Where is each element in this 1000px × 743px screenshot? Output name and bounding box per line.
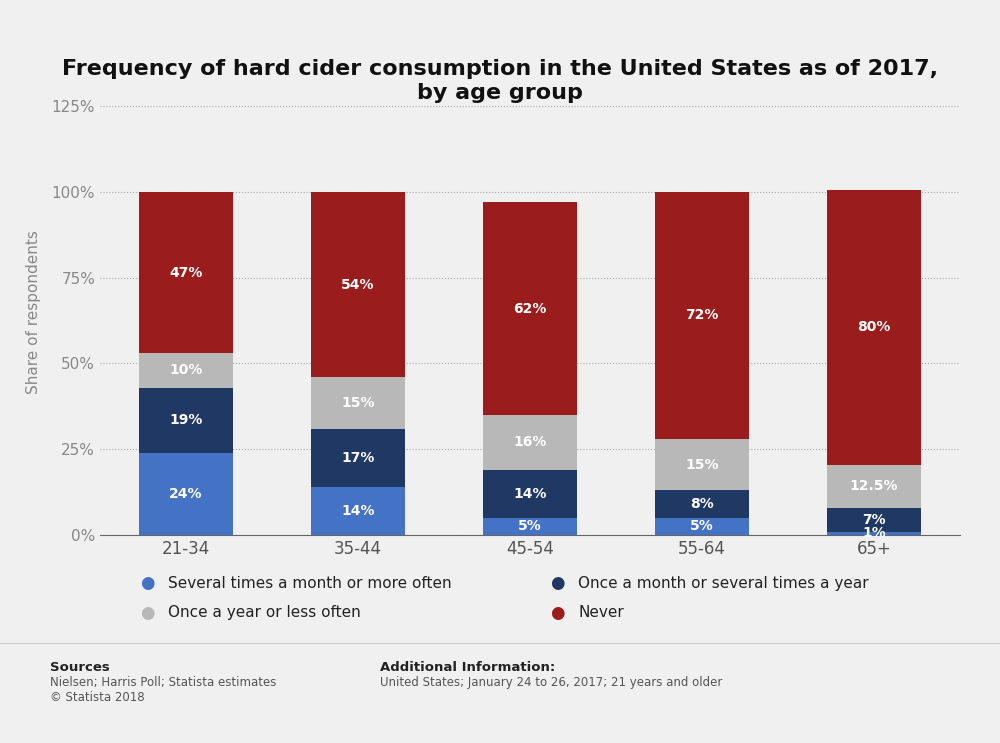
Text: Never: Never (578, 606, 624, 620)
Bar (139, 452, 233, 535)
Bar (311, 429, 405, 487)
Text: 14%: 14% (513, 487, 547, 501)
Bar (655, 192, 749, 439)
Text: 15%: 15% (685, 458, 719, 472)
Text: Sources: Sources (50, 661, 110, 674)
Bar (311, 192, 405, 377)
Bar (483, 415, 577, 470)
Text: ●: ● (550, 604, 564, 622)
Bar (827, 464, 921, 507)
Bar (827, 507, 921, 531)
Bar (483, 202, 577, 415)
Text: 15%: 15% (341, 396, 375, 410)
Text: 7%: 7% (862, 513, 886, 527)
Bar (139, 192, 233, 353)
Text: 80%: 80% (857, 320, 891, 334)
Text: Frequency of hard cider consumption in the United States as of 2017,
by age grou: Frequency of hard cider consumption in t… (62, 59, 938, 103)
Text: 54%: 54% (341, 278, 375, 291)
Text: 47%: 47% (169, 266, 203, 279)
Text: 12.5%: 12.5% (850, 479, 898, 493)
Text: ●: ● (550, 574, 564, 592)
Text: 62%: 62% (513, 302, 547, 316)
Text: © Statista 2018: © Statista 2018 (50, 691, 145, 704)
Bar (311, 377, 405, 429)
Text: 17%: 17% (341, 451, 375, 465)
Text: Once a year or less often: Once a year or less often (168, 606, 361, 620)
Text: 8%: 8% (690, 497, 714, 511)
Text: 24%: 24% (169, 487, 203, 501)
Bar (655, 490, 749, 518)
Bar (139, 388, 233, 452)
Text: Several times a month or more often: Several times a month or more often (168, 576, 452, 591)
Bar (827, 190, 921, 464)
Text: 16%: 16% (513, 435, 547, 450)
Text: 10%: 10% (169, 363, 203, 377)
Text: United States; January 24 to 26, 2017; 21 years and older: United States; January 24 to 26, 2017; 2… (380, 676, 722, 689)
Bar (483, 470, 577, 518)
Text: Nielsen; Harris Poll; Statista estimates: Nielsen; Harris Poll; Statista estimates (50, 676, 276, 689)
Text: 19%: 19% (169, 413, 203, 427)
Text: 1%: 1% (862, 526, 886, 540)
Bar (655, 518, 749, 535)
Bar (483, 518, 577, 535)
Text: Additional Information:: Additional Information: (380, 661, 555, 674)
Y-axis label: Share of respondents: Share of respondents (26, 230, 41, 394)
Text: 5%: 5% (518, 519, 542, 533)
Bar (139, 353, 233, 388)
Text: Once a month or several times a year: Once a month or several times a year (578, 576, 869, 591)
Bar (311, 487, 405, 535)
Text: 72%: 72% (685, 308, 719, 322)
Bar (827, 531, 921, 535)
Text: 14%: 14% (341, 504, 375, 518)
Text: 5%: 5% (690, 519, 714, 533)
Text: ●: ● (140, 604, 154, 622)
Text: ●: ● (140, 574, 154, 592)
Bar (655, 439, 749, 490)
